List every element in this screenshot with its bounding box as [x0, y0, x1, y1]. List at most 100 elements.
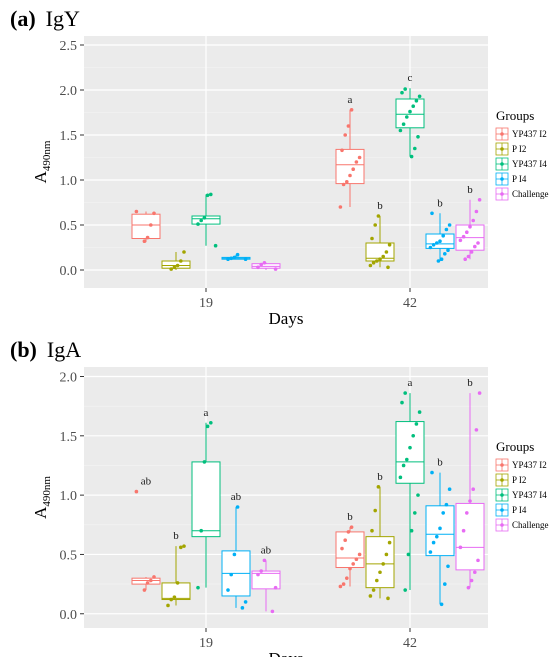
data-point: [240, 606, 245, 610]
data-point: [348, 566, 352, 571]
data-point: [403, 87, 408, 91]
x-tick-label: 19: [199, 296, 213, 311]
significance-letter: a: [204, 407, 209, 419]
legend-label: P I4: [512, 505, 527, 515]
data-point: [458, 238, 463, 243]
data-point: [444, 227, 449, 232]
y-tick-label: 0.0: [60, 608, 78, 623]
data-point: [199, 528, 203, 533]
data-point: [471, 218, 476, 223]
y-tick-label: 1.0: [60, 489, 78, 504]
legend-key-point: [500, 493, 504, 497]
legend-key-point: [500, 523, 504, 527]
panel-a: (a) IgY 0.0 0.5 1.0 1.5 2.0 2.5 19 42 Days A490nm a b…: [10, 6, 549, 328]
legend-label: P I2: [512, 475, 526, 485]
panel-letter: (b): [10, 337, 37, 362]
x-axis-title: Days: [269, 649, 304, 657]
data-point: [145, 581, 150, 585]
data-point: [338, 584, 343, 589]
legend-label: P I2: [512, 144, 526, 154]
data-point: [398, 128, 403, 133]
legend-label: Challenge: [512, 520, 549, 530]
data-point: [351, 562, 356, 566]
data-point: [343, 133, 348, 137]
box-challenge-day19: [251, 261, 281, 271]
data-point: [166, 603, 170, 608]
data-point: [172, 595, 177, 599]
data-point: [466, 254, 471, 259]
data-point: [411, 104, 416, 108]
legend-label: YP437 I4: [512, 159, 547, 169]
significance-letter: c: [408, 72, 413, 84]
data-point: [169, 267, 173, 271]
data-point: [256, 572, 260, 577]
data-point: [243, 257, 248, 262]
y-tick-label: 0.0: [60, 264, 78, 279]
legend-label: Challenge: [512, 189, 549, 199]
data-point: [473, 570, 477, 575]
y-tick-label: 2.0: [60, 84, 78, 99]
data-point: [182, 250, 186, 254]
data-point: [431, 243, 436, 247]
data-point: [351, 167, 356, 171]
box-yp437-i2-day19: ab: [131, 476, 161, 592]
legend: Groups YP437 I2 P I2 YP437 I4 P I4 Challenge: [495, 108, 549, 201]
data-point: [182, 544, 186, 548]
significance-letter: b: [347, 511, 353, 523]
data-point: [439, 602, 444, 607]
data-point: [405, 115, 409, 119]
data-point: [357, 155, 362, 160]
box-yp437-i2-day42: b: [335, 511, 365, 589]
data-point: [458, 545, 463, 550]
box-p-i4-day42: b: [425, 197, 455, 263]
data-point: [235, 505, 240, 509]
data-point: [142, 239, 147, 243]
data-point: [370, 528, 374, 533]
box-challenge-day42: b: [455, 377, 485, 590]
data-point: [476, 558, 480, 563]
legend-label: YP437 I4: [512, 490, 547, 500]
data-point: [381, 562, 386, 566]
significance-letter: b: [173, 530, 179, 542]
data-point: [443, 252, 447, 256]
data-point: [416, 135, 420, 139]
data-point: [376, 214, 381, 218]
data-point: [384, 250, 389, 254]
data-point: [343, 538, 348, 543]
panel-title: (a) IgY: [10, 6, 80, 31]
data-point: [417, 410, 422, 414]
significance-letter: ab: [231, 491, 242, 503]
data-point: [411, 434, 416, 438]
data-point: [430, 211, 434, 216]
data-point: [398, 475, 403, 480]
data-point: [235, 252, 240, 257]
data-point: [430, 470, 434, 475]
x-axis-title: Days: [269, 309, 304, 328]
box-yp437-i4-day19: a: [191, 407, 221, 590]
significance-letter: b: [467, 377, 473, 389]
data-point: [371, 588, 376, 592]
data-point: [371, 261, 376, 265]
y-tick-label: 2.5: [60, 39, 78, 54]
y-tick-label: 1.5: [60, 430, 78, 445]
data-point: [196, 585, 200, 590]
box-p-i4-day42: b: [425, 457, 455, 607]
data-point: [345, 180, 349, 184]
box-yp437-i2-day42: a: [335, 94, 365, 209]
legend: Groups YP437 I2 P I2 YP437 I4 P I4 Challenge: [495, 439, 549, 532]
data-point: [428, 550, 433, 554]
data-point: [345, 576, 349, 580]
y-axis-title-main: A: [31, 506, 50, 519]
data-point: [403, 588, 408, 592]
box-iqr: [131, 213, 161, 239]
significance-letter: b: [377, 200, 383, 212]
data-point: [349, 108, 354, 112]
data-point: [341, 582, 346, 586]
data-point: [465, 511, 469, 515]
data-point: [229, 572, 233, 577]
data-point: [468, 499, 472, 503]
data-point: [373, 223, 378, 227]
data-point: [205, 193, 210, 198]
x-tick-label: 42: [403, 296, 417, 311]
data-point: [179, 259, 183, 263]
